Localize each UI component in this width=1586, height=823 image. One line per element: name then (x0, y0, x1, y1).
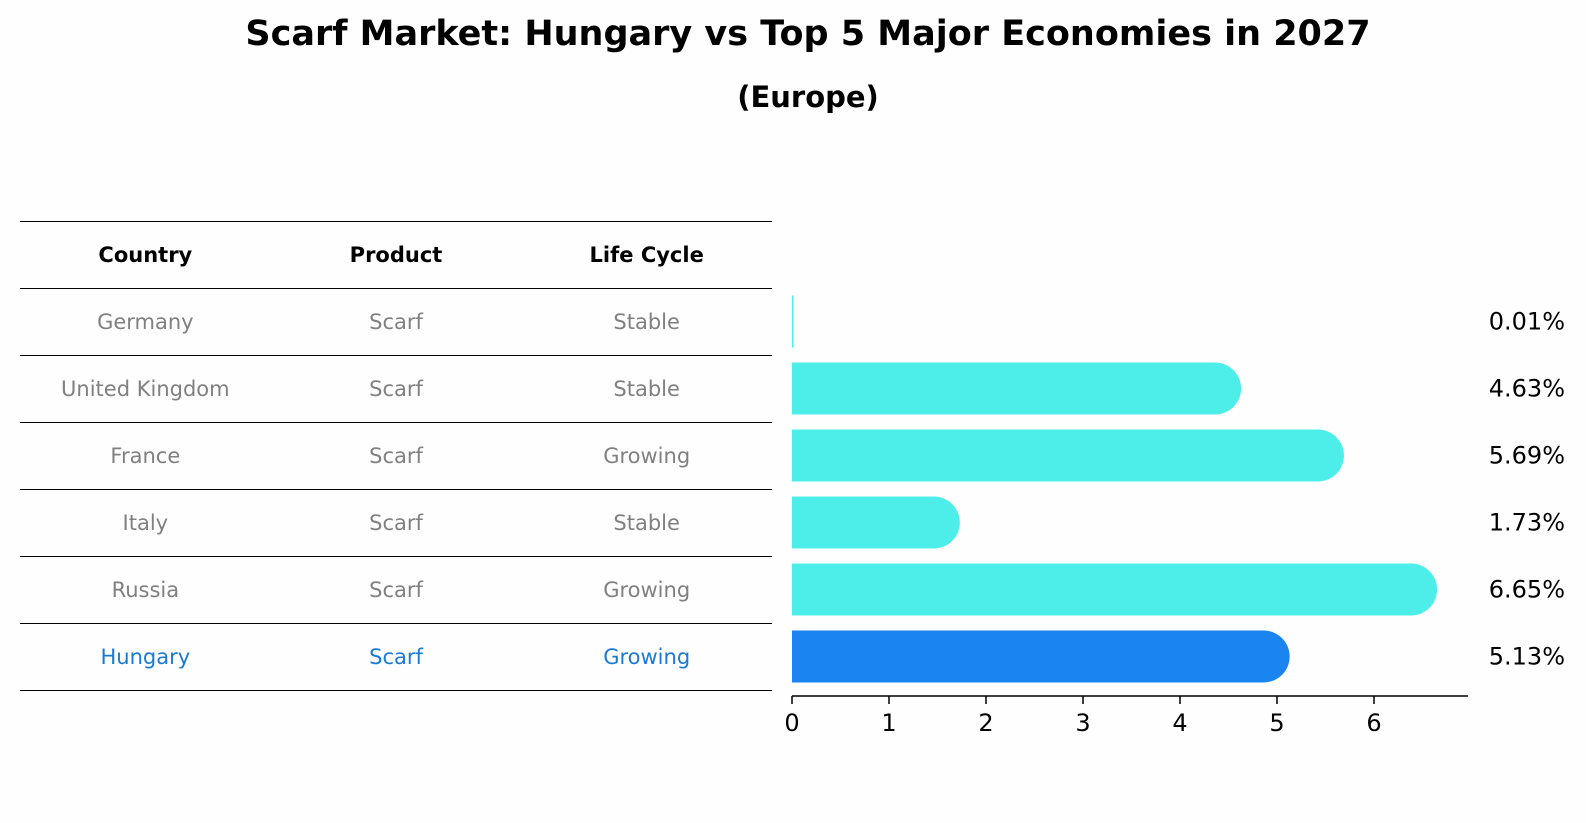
cell-country: Italy (122, 511, 169, 535)
bar (792, 496, 960, 549)
table-header-row: Country Product Life Cycle (20, 222, 772, 289)
chart-title: Scarf Market: Hungary vs Top 5 Major Eco… (245, 14, 1371, 54)
x-tick-label: 3 (1075, 709, 1090, 737)
bar (792, 630, 1290, 683)
cell-country: Russia (111, 578, 180, 602)
cell-product: Scarf (369, 645, 423, 669)
x-tick-label: 0 (784, 709, 799, 737)
cell-life-cycle: Growing (603, 578, 691, 602)
table-row: Italy Scarf Stable (20, 490, 772, 557)
header-life-cycle: Life Cycle (589, 243, 704, 267)
bar-value-label: 6.65% (1489, 576, 1565, 604)
table-row: Germany Scarf Stable (20, 289, 772, 356)
bar-value-label: 4.63% (1489, 375, 1565, 403)
bar-value-label: 5.69% (1489, 442, 1565, 470)
cell-life-cycle: Stable (613, 310, 680, 334)
table-row: France Scarf Growing (20, 423, 772, 490)
table-row: Russia Scarf Growing (20, 557, 772, 624)
cell-life-cycle: Stable (613, 377, 680, 401)
cell-life-cycle: Growing (603, 645, 691, 669)
header-product: Product (349, 243, 443, 267)
x-tick-label: 6 (1366, 709, 1381, 737)
cell-product: Scarf (369, 377, 423, 401)
cell-country: Germany (97, 310, 194, 334)
cell-product: Scarf (369, 310, 423, 334)
bar (792, 295, 794, 348)
table-row-highlighted: Hungary Scarf Growing (20, 624, 772, 691)
bar (792, 563, 1438, 616)
cell-country: France (110, 444, 181, 468)
cell-country: United Kingdom (61, 377, 230, 401)
x-tick-label: 4 (1172, 709, 1187, 737)
bar-value-label: 1.73% (1489, 509, 1565, 537)
cell-product: Scarf (369, 511, 423, 535)
cell-country: Hungary (100, 645, 191, 669)
country-table: Country Product Life Cycle Germany Scarf… (20, 221, 772, 691)
cell-product: Scarf (369, 444, 423, 468)
bar-value-label: 0.01% (1489, 308, 1565, 336)
x-tick-label: 5 (1269, 709, 1284, 737)
bar-value-label: 5.13% (1489, 643, 1565, 671)
cell-life-cycle: Growing (603, 444, 691, 468)
x-tick-label: 1 (881, 709, 896, 737)
chart-subtitle: (Europe) (737, 80, 879, 114)
bar (792, 362, 1242, 415)
bar (792, 429, 1344, 482)
table-row: United Kingdom Scarf Stable (20, 356, 772, 423)
cell-product: Scarf (369, 578, 423, 602)
header-country: Country (98, 243, 193, 267)
cell-life-cycle: Stable (613, 511, 680, 535)
x-tick-label: 2 (978, 709, 993, 737)
